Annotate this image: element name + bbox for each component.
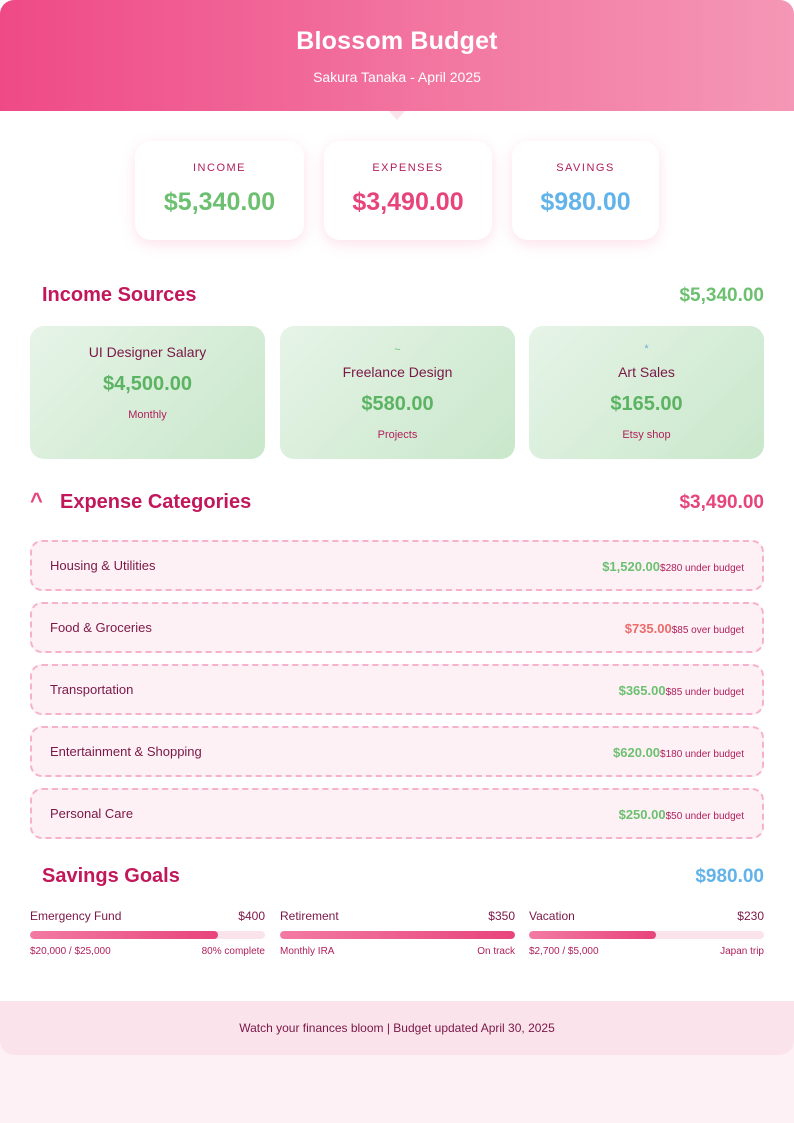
expense-amount-group: $620.00$180 under budget xyxy=(613,744,744,762)
expense-category-name: Food & Groceries xyxy=(50,620,152,635)
footer: Watch your finances bloom | Budget updat… xyxy=(0,1001,794,1055)
expense-budget-status: $180 under budget xyxy=(660,749,744,760)
savings-goals-title: Savings Goals xyxy=(42,865,180,887)
expense-budget-status: $85 over budget xyxy=(671,625,744,636)
goal-note: 80% complete xyxy=(201,946,265,957)
expense-row-personal-care: Personal Care $250.00$50 under budget xyxy=(30,788,764,839)
savings-summary-value: $980.00 xyxy=(540,188,631,216)
expense-amount-group: $365.00$85 under budget xyxy=(619,682,744,700)
goal-progress-track xyxy=(280,931,515,939)
goal-name: Retirement xyxy=(280,909,339,923)
goal-note: Japan trip xyxy=(720,946,764,957)
tilde-icon: ~ xyxy=(394,344,401,356)
income-name: Freelance Design xyxy=(342,364,453,380)
goal-progress-text: Monthly IRA xyxy=(280,946,335,957)
expense-amount: $365.00 xyxy=(618,683,666,698)
goal-progress-track xyxy=(30,931,265,939)
income-amount: $165.00 xyxy=(610,393,683,415)
expense-budget-status: $85 under budget xyxy=(665,687,744,698)
income-name: Art Sales xyxy=(618,364,675,380)
asterisk-icon: * xyxy=(644,343,649,355)
income-amount: $4,500.00 xyxy=(103,373,192,395)
goal-name: Vacation xyxy=(529,909,575,923)
savings-goal-emergency-fund: Emergency Fund $400 $20,000 / $25,000 80… xyxy=(30,908,265,960)
income-summary-value: $5,340.00 xyxy=(163,188,276,216)
expenses-summary-card: EXPENSES $3,490.00 xyxy=(324,141,492,240)
expense-budget-status: $280 under budget xyxy=(660,563,744,574)
income-note: Etsy shop xyxy=(622,429,671,441)
expense-amount-group: $735.00$85 over budget xyxy=(625,620,744,638)
expense-amount: $250.00 xyxy=(618,807,666,822)
income-card-art-sales: * Art Sales $165.00 Etsy shop xyxy=(529,326,764,459)
expense-amount-group: $250.00$50 under budget xyxy=(619,806,744,824)
goal-note: On track xyxy=(477,946,515,957)
income-name: UI Designer Salary xyxy=(88,344,207,360)
goal-amount: $400 xyxy=(238,909,265,923)
header-pointer xyxy=(389,111,405,120)
income-note: Monthly xyxy=(128,409,167,421)
expense-row-housing: Housing & Utilities $1,520.00$280 under … xyxy=(30,540,764,591)
goal-progress-text: $20,000 / $25,000 xyxy=(30,946,111,957)
expense-row-food: Food & Groceries $735.00$85 over budget xyxy=(30,602,764,653)
income-sources-title: Income Sources xyxy=(42,284,197,306)
goal-progress-track xyxy=(529,931,764,939)
savings-summary-card: SAVINGS $980.00 xyxy=(512,141,659,240)
expense-row-entertainment: Entertainment & Shopping $620.00$180 und… xyxy=(30,726,764,777)
income-card-freelance: ~ Freelance Design $580.00 Projects xyxy=(280,326,515,459)
goal-name: Emergency Fund xyxy=(30,909,122,923)
goal-progress-fill xyxy=(529,931,656,939)
expense-category-name: Housing & Utilities xyxy=(50,558,156,573)
savings-summary-label: SAVINGS xyxy=(556,162,615,174)
goal-progress-fill xyxy=(30,931,218,939)
page-subtitle: Sakura Tanaka - April 2025 xyxy=(313,69,481,85)
goal-amount: $230 xyxy=(737,909,764,923)
expenses-summary-label: EXPENSES xyxy=(372,162,444,174)
expenses-summary-value: $3,490.00 xyxy=(352,188,464,216)
goal-amount: $350 xyxy=(488,909,515,923)
expense-category-name: Personal Care xyxy=(50,806,134,821)
expense-amount-group: $1,520.00$280 under budget xyxy=(602,558,744,576)
savings-goal-retirement: Retirement $350 Monthly IRA On track xyxy=(280,908,515,960)
expense-amount: $620.00 xyxy=(613,745,661,760)
goal-progress-text: $2,700 / $5,000 xyxy=(529,946,599,957)
income-amount: $580.00 xyxy=(361,393,434,415)
savings-goals-total: $980.00 xyxy=(695,866,764,887)
footer-text: Watch your finances bloom | Budget updat… xyxy=(239,1021,555,1035)
savings-goal-vacation: Vacation $230 $2,700 / $5,000 Japan trip xyxy=(529,908,764,960)
page-title: Blossom Budget xyxy=(296,27,498,55)
caret-up-icon: ^ xyxy=(30,488,43,513)
expense-categories-total: $3,490.00 xyxy=(679,492,764,513)
income-sources-total: $5,340.00 xyxy=(679,285,764,306)
goal-progress-fill xyxy=(280,931,515,939)
header-banner: Blossom Budget Sakura Tanaka - April 202… xyxy=(0,0,794,111)
income-summary-label: INCOME xyxy=(193,162,246,174)
expense-amount: $735.00 xyxy=(624,621,672,636)
income-card-salary: UI Designer Salary $4,500.00 Monthly xyxy=(30,326,265,459)
expense-category-name: Entertainment & Shopping xyxy=(50,744,202,759)
expense-category-name: Transportation xyxy=(50,682,134,697)
expense-amount: $1,520.00 xyxy=(602,559,661,574)
expense-budget-status: $50 under budget xyxy=(665,811,744,822)
expense-categories-title: Expense Categories xyxy=(60,491,252,513)
expense-row-transportation: Transportation $365.00$85 under budget xyxy=(30,664,764,715)
income-note: Projects xyxy=(377,429,418,441)
income-summary-card: INCOME $5,340.00 xyxy=(135,141,304,240)
